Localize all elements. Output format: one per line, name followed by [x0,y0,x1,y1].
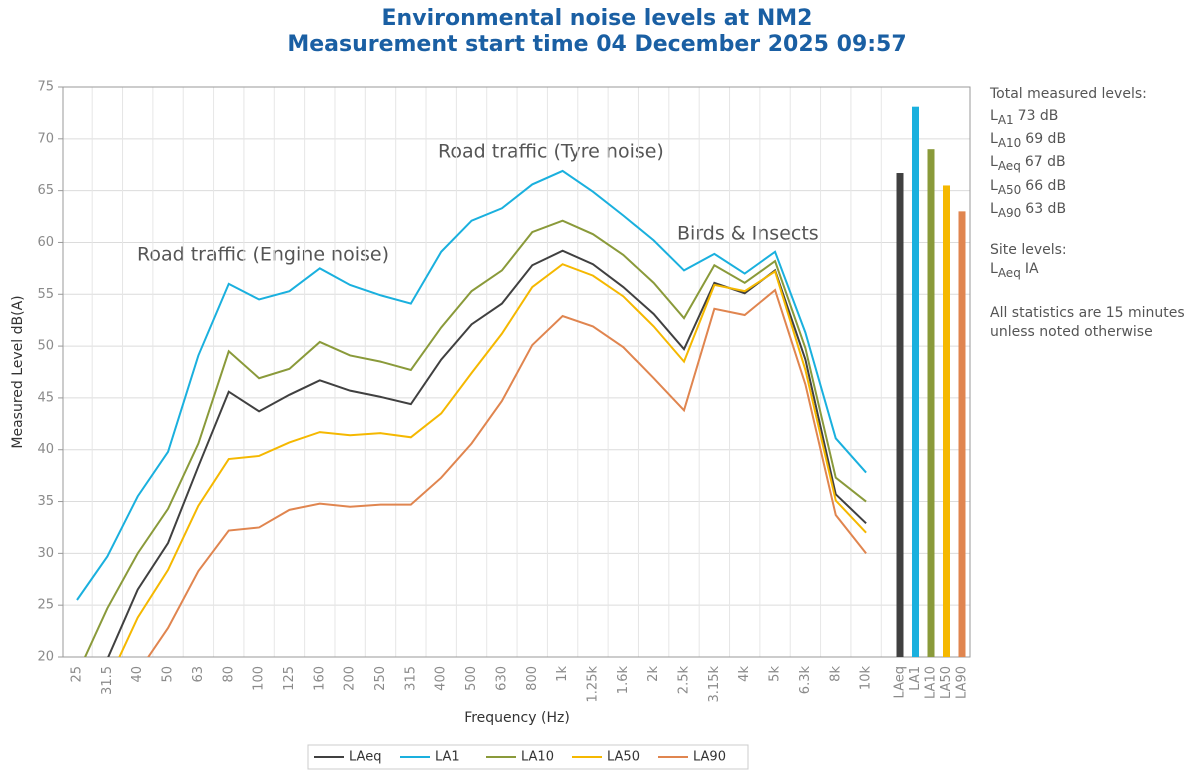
y-tick-label: 20 [37,650,54,665]
x-tick-label: 50 [161,666,176,683]
x-tick-label: 10k [859,666,874,691]
note-subscript: Aeq [998,266,1021,280]
x-tick-label: 125 [282,666,297,691]
note-value: 63 dB [1025,201,1066,217]
x-tick-label: 2.5k [677,666,692,695]
note-value: 67 dB [1025,154,1066,170]
lines [76,169,867,657]
x-tick-label: 1.6k [616,666,631,695]
note-heading: Total measured levels: [989,86,1147,102]
legend-label: LA1 [435,750,460,765]
series-line [83,219,867,657]
note-value: IA [1025,261,1039,277]
annotation: Road traffic (Engine noise) [137,244,389,266]
bar [958,211,966,657]
bar [943,185,950,658]
x-tick-label: 63 [191,666,206,683]
bar [896,173,904,657]
x-axis-label: Frequency (Hz) [464,710,570,726]
x-tick-label: 200 [343,666,358,691]
y-tick-label: 50 [37,339,54,354]
note-symbol: L [990,108,998,124]
note-subscript: A10 [998,136,1021,150]
x-tick-label: LAeq [893,666,908,698]
note-level: LA1 73 dB [990,108,1058,127]
plot-frame [62,86,971,658]
note-symbol: L [990,201,998,217]
x-tick-label: 250 [373,666,388,691]
series-line [147,288,867,657]
y-tick-label: 30 [37,546,54,561]
x-tick-label: 630 [494,666,509,691]
x-tick-label: 100 [252,666,267,691]
y-tick-label: 45 [37,390,54,405]
note-symbol: L [990,131,998,147]
x-tick-label: 3.15k [707,666,722,703]
x-tick-label: 4k [737,666,752,682]
note-heading: Site levels: [990,242,1067,258]
x-tick-label: 1k [555,666,570,682]
y-tick-label: 40 [37,442,54,457]
x-tick-label: 80 [221,666,236,683]
note-level: LAeq IA [990,261,1039,280]
bar [912,106,919,657]
note-value: 69 dB [1025,131,1066,147]
x-tick-label: 5k [768,666,783,682]
x-tick-label: 160 [312,666,327,691]
legend-label: LAeq [349,750,381,765]
y-axis-label: Measured Level dB(A) [10,295,26,448]
bar [927,149,935,657]
x-tick-label: 1.25k [585,666,600,703]
x-tick-label: 8k [828,666,843,682]
x-tick-label: 25 [70,666,85,683]
y-tick-label: 55 [37,287,54,302]
note-level: LA50 66 dB [990,178,1066,197]
note-symbol: L [990,154,998,170]
x-tick-label: 315 [403,666,418,691]
legend-label: LA90 [693,750,726,765]
note-footnote: unless noted otherwise [990,324,1153,340]
series-line [76,169,867,601]
series-line [118,263,867,657]
y-tick-label: 70 [37,131,54,146]
note-symbol: L [990,178,998,194]
y-tick-label: 25 [37,598,54,613]
note-subscript: A90 [998,206,1021,220]
x-tick-label: LA1 [908,666,923,691]
note-subscript: A50 [998,183,1021,197]
x-tick-label: 500 [464,666,479,691]
x-tick-label: 31.5 [100,666,115,695]
note-value: 66 dB [1025,178,1066,194]
y-tick-label: 75 [37,80,54,95]
x-tick-label: 2k [646,666,661,682]
legend-label: LA50 [607,750,640,765]
x-tick-label: 400 [434,666,449,691]
legend-label: LA10 [521,750,554,765]
y-tick-label: 65 [37,183,54,198]
annotation: Birds & Insects [677,223,819,245]
x-tick-label: LA10 [924,666,939,699]
note-subscript: Aeq [998,159,1021,173]
note-value: 73 dB [1018,108,1059,124]
y-tick-label: 60 [37,235,54,250]
chart-subtitle: Measurement start time 04 December 2025 … [287,32,906,57]
series-line [107,249,867,657]
annotation: Road traffic (Tyre noise) [438,141,664,163]
note-footnote: All statistics are 15 minutes [990,305,1185,321]
note-subscript: A1 [998,113,1014,127]
x-tick-label: LA90 [955,666,970,699]
x-tick-label: 40 [130,666,145,683]
x-tick-label: LA50 [939,666,954,699]
note-level: LA10 69 dB [990,131,1066,150]
note-level: LA90 63 dB [990,201,1066,220]
y-tick-label: 35 [37,494,54,509]
chart-title: Environmental noise levels at NM2 [382,6,813,31]
note-symbol: L [990,261,998,277]
x-tick-label: 800 [525,666,540,691]
note-level: LAeq 67 dB [990,154,1066,173]
x-tick-label: 6.3k [798,666,813,695]
